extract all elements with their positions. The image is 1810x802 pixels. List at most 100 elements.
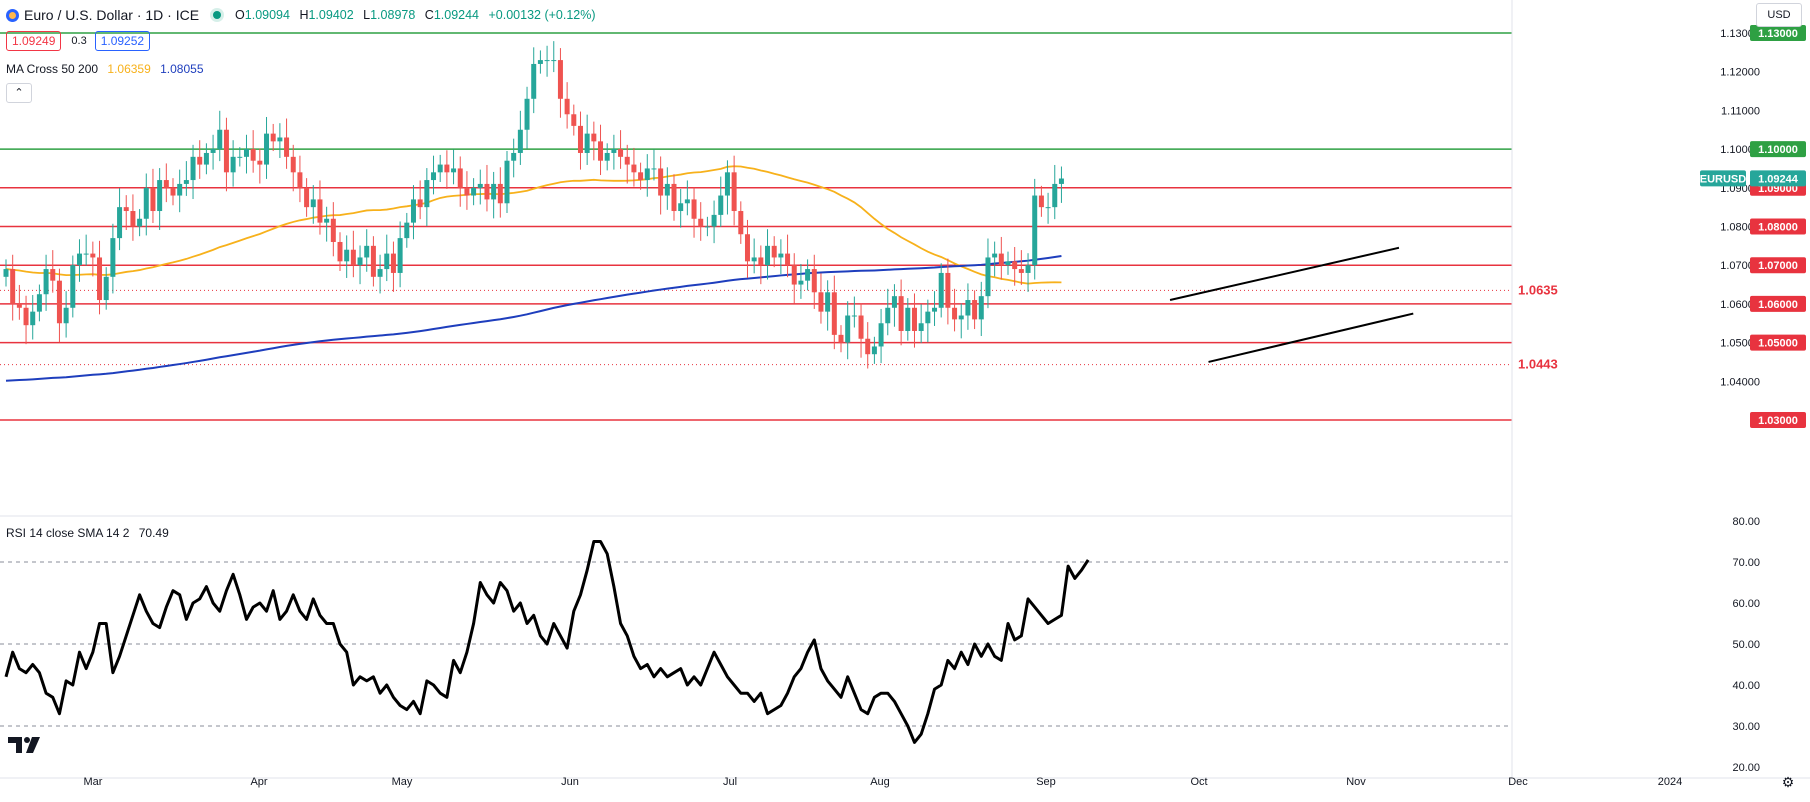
- ma50-value: 1.06359: [107, 62, 151, 76]
- candle-body: [731, 172, 737, 212]
- candle-body: [805, 269, 811, 281]
- level-label: 1.06000: [1758, 299, 1798, 311]
- candle-body: [1052, 183, 1058, 208]
- tradingview-logo-icon[interactable]: [8, 736, 42, 759]
- candle-body: [384, 253, 390, 270]
- candle-body: [638, 172, 644, 181]
- time-tick-label: Jul: [723, 776, 737, 788]
- level-label-bg: [1750, 257, 1806, 274]
- candle-body: [90, 253, 96, 258]
- candle-body: [678, 203, 684, 212]
- candle-body: [250, 149, 256, 161]
- candle-body: [911, 307, 917, 331]
- candle-body: [410, 199, 416, 223]
- level-label-bg: [1750, 412, 1806, 428]
- candles-layer: [3, 41, 1064, 369]
- candle-body: [223, 129, 229, 173]
- candle-body: [878, 323, 884, 347]
- candle-body: [377, 269, 383, 277]
- time-tick-label: Nov: [1346, 776, 1366, 788]
- currency-button[interactable]: USD: [1756, 3, 1802, 27]
- candle-body: [711, 214, 717, 227]
- ma-cross-label: MA Cross 50 200: [6, 62, 99, 76]
- candle-body: [43, 269, 49, 295]
- sell-price-button[interactable]: 1.09249: [6, 31, 62, 51]
- candle-body: [130, 211, 136, 227]
- candle-body: [985, 257, 991, 297]
- candle-body: [183, 180, 189, 184]
- candle-body: [491, 183, 497, 200]
- candle-body: [664, 183, 670, 196]
- candle-body: [724, 172, 730, 196]
- candle-body: [36, 294, 42, 312]
- candle-body: [704, 226, 710, 228]
- close-label: C: [424, 8, 434, 22]
- level-label: 1.13000: [1758, 28, 1798, 40]
- low-label: L: [363, 8, 371, 22]
- level-label-bg: [1750, 25, 1806, 41]
- candle-body: [70, 265, 76, 308]
- candle-body: [190, 156, 196, 181]
- time-tick-label: 2024: [1658, 776, 1682, 788]
- candle-body: [825, 292, 831, 312]
- candle-body: [50, 269, 56, 281]
- candle-body: [110, 238, 116, 277]
- candle-body: [163, 180, 169, 188]
- candle-body: [297, 172, 303, 188]
- rsi-layer: [0, 540, 1512, 744]
- candle-body: [791, 265, 797, 285]
- price-tick-label: 1.12000: [1720, 67, 1760, 79]
- candle-body: [557, 60, 563, 99]
- candle-body: [30, 311, 36, 326]
- candle-body: [404, 222, 410, 239]
- rsi-legend[interactable]: RSI 14 close SMA 14 2 70.49: [6, 526, 169, 540]
- candle-body: [938, 272, 944, 308]
- channel-layer: [1169, 246, 1414, 363]
- candle-body: [965, 300, 971, 316]
- rsi-line: [4, 540, 1090, 744]
- ma-cross-legend[interactable]: MA Cross 50 200 1.06359 1.08055: [6, 62, 204, 76]
- candle-body: [1058, 178, 1064, 184]
- candle-body: [1018, 269, 1024, 273]
- level-label: 1.10000: [1758, 144, 1798, 156]
- level-label-bg: [1750, 295, 1806, 312]
- last-price-label: 1.09244: [1758, 173, 1799, 185]
- candle-body: [658, 168, 664, 196]
- candle-body: [871, 346, 877, 355]
- level-label: 1.03000: [1758, 415, 1798, 427]
- candle-body: [350, 249, 356, 266]
- candle-body: [484, 183, 490, 200]
- candle-body: [992, 253, 998, 258]
- rsi-tick-label: 70.00: [1732, 557, 1760, 569]
- candle-body: [217, 129, 223, 150]
- candle-body: [103, 276, 109, 301]
- level-label-bg: [1750, 334, 1806, 351]
- collapse-legend-button[interactable]: ⌃: [6, 83, 32, 103]
- rsi-tick-label: 20.00: [1732, 762, 1760, 774]
- gear-icon[interactable]: ⚙: [1781, 774, 1795, 790]
- candle-body: [330, 218, 336, 242]
- candle-body: [718, 195, 724, 215]
- candle-body: [945, 272, 951, 308]
- candle-body: [972, 300, 978, 320]
- candle-body: [243, 149, 249, 157]
- candle-body: [738, 211, 744, 235]
- candle-body: [858, 315, 864, 339]
- candle-body: [1005, 261, 1011, 266]
- ma-layer: [5, 165, 1062, 382]
- candle-body: [170, 187, 176, 196]
- spread-value: 0.3: [71, 35, 87, 47]
- low-value: 1.08978: [370, 8, 416, 22]
- candle-body: [778, 253, 784, 258]
- candle-body: [952, 307, 958, 320]
- level-label-bg: [1750, 141, 1806, 158]
- candle-body: [1025, 265, 1031, 273]
- high-label: H: [299, 8, 309, 22]
- candle-body: [1045, 207, 1051, 209]
- symbol-title[interactable]: Euro / U.S. Dollar · 1D · ICE: [24, 7, 200, 23]
- candle-body: [424, 180, 430, 208]
- buy-price-button[interactable]: 1.09252: [94, 31, 151, 51]
- candle-body: [891, 296, 897, 308]
